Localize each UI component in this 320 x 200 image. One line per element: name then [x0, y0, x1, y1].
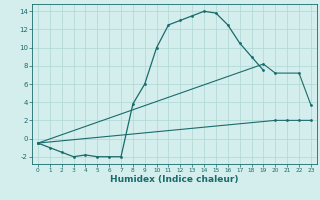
- X-axis label: Humidex (Indice chaleur): Humidex (Indice chaleur): [110, 175, 239, 184]
